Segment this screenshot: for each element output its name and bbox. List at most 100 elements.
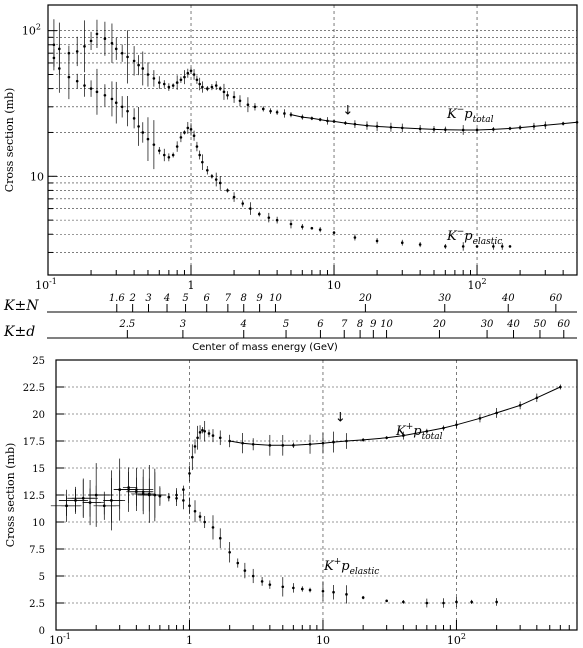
y-tick-label: 15: [32, 464, 45, 475]
data-point: [141, 492, 145, 496]
data-point: [183, 131, 186, 134]
kd-tick-label: 6: [317, 319, 324, 330]
data-point: [206, 168, 209, 172]
y-axis-title: Cross section (mb): [4, 443, 17, 548]
data-point: [152, 77, 156, 80]
data-point: [141, 131, 145, 134]
data-point: [385, 599, 388, 603]
data-point: [186, 126, 190, 130]
data-point: [175, 145, 179, 148]
data-point: [158, 494, 162, 498]
kd-tick-label: 20: [432, 319, 446, 330]
kd-axis-label: K±d: [3, 324, 35, 340]
x-tick-label: 102: [467, 277, 486, 292]
data-point: [201, 85, 204, 89]
data-point: [201, 428, 204, 432]
kd-tick-label: 10: [380, 319, 393, 330]
data-point: [461, 245, 465, 248]
data-point: [222, 90, 226, 94]
data-point: [345, 593, 348, 596]
y-tick-label: 0: [39, 626, 45, 637]
kn-tick-label: 9: [256, 293, 263, 304]
kd-tick-label: 40: [506, 319, 520, 330]
data-point: [126, 55, 129, 59]
data-point: [470, 600, 473, 604]
data-point: [146, 137, 150, 141]
data-point: [182, 488, 185, 491]
data-point: [198, 515, 202, 518]
data-point: [183, 75, 186, 79]
data-point: [114, 101, 118, 105]
y-tick-label: 17.5: [23, 437, 45, 448]
data-point: [89, 87, 93, 90]
data-point: [179, 136, 183, 139]
data-point: [103, 37, 107, 41]
kn-tick-label: 6: [204, 293, 211, 304]
y-tick-label: 10: [30, 170, 44, 183]
data-point: [195, 78, 199, 82]
kd-tick-label: 7: [341, 319, 348, 330]
data-point: [198, 82, 201, 86]
data-point: [127, 488, 130, 491]
data-point: [162, 82, 166, 86]
kn-tick-label: 4: [163, 293, 170, 304]
data-point: [141, 67, 145, 70]
data-point: [83, 84, 86, 87]
kn-tick-label: 1.6: [109, 293, 126, 304]
data-point: [153, 493, 157, 497]
data-point: [192, 134, 196, 137]
data-point: [83, 45, 86, 48]
data-point: [228, 439, 231, 443]
data-point: [81, 496, 85, 500]
data-point: [218, 436, 222, 440]
data-point: [118, 488, 121, 491]
data-point: [492, 245, 495, 248]
data-point: [95, 90, 99, 94]
data-point: [167, 156, 171, 159]
kn-tick-label: 3: [145, 293, 151, 304]
data-point: [120, 105, 124, 109]
data-point: [75, 50, 79, 53]
data-point: [67, 75, 71, 79]
series-label-total: K−ptotal: [446, 105, 494, 125]
x-tick-label: 1: [188, 279, 195, 292]
data-point: [269, 109, 272, 113]
data-point: [246, 103, 250, 107]
bottom-panel: 0 2.5 5 7.5 10 12.5 15 17.5 20 22.5 25 ↓ K+ptotal K+p…: [4, 356, 578, 647]
data-point: [137, 125, 140, 128]
data-point: [214, 84, 218, 87]
data-point: [167, 85, 171, 89]
data-point: [193, 445, 197, 448]
data-point: [228, 550, 231, 554]
x-tick-label: 102: [447, 632, 466, 647]
data-point: [135, 490, 138, 494]
data-point: [214, 178, 218, 181]
data-point: [210, 174, 214, 178]
data-point: [232, 195, 236, 199]
data-point: [95, 32, 99, 36]
series-label-elastic: K−pelastic: [446, 227, 502, 247]
data-point: [442, 601, 445, 605]
data-point: [188, 504, 191, 508]
kd-tick-label: 60: [557, 319, 570, 330]
data-point: [332, 590, 335, 594]
data-point: [508, 245, 512, 248]
data-point: [157, 81, 161, 84]
data-point: [455, 600, 458, 604]
kn-tick-label: 2: [128, 293, 135, 304]
data-point: [126, 109, 129, 113]
data-point: [361, 596, 365, 599]
data-point: [281, 585, 285, 589]
data-point: [402, 600, 405, 604]
data-point: [308, 588, 312, 592]
data-point: [268, 583, 272, 586]
data-point: [241, 202, 245, 205]
data-point: [52, 43, 56, 47]
y-tick-label: 5: [39, 572, 45, 583]
y-tick-label: 20: [32, 410, 45, 421]
kd-tick-label: 2.5: [118, 319, 135, 330]
data-point: [203, 429, 206, 433]
data-point: [171, 153, 175, 157]
data-point: [318, 228, 322, 231]
x-tick-label: 1: [186, 634, 193, 647]
